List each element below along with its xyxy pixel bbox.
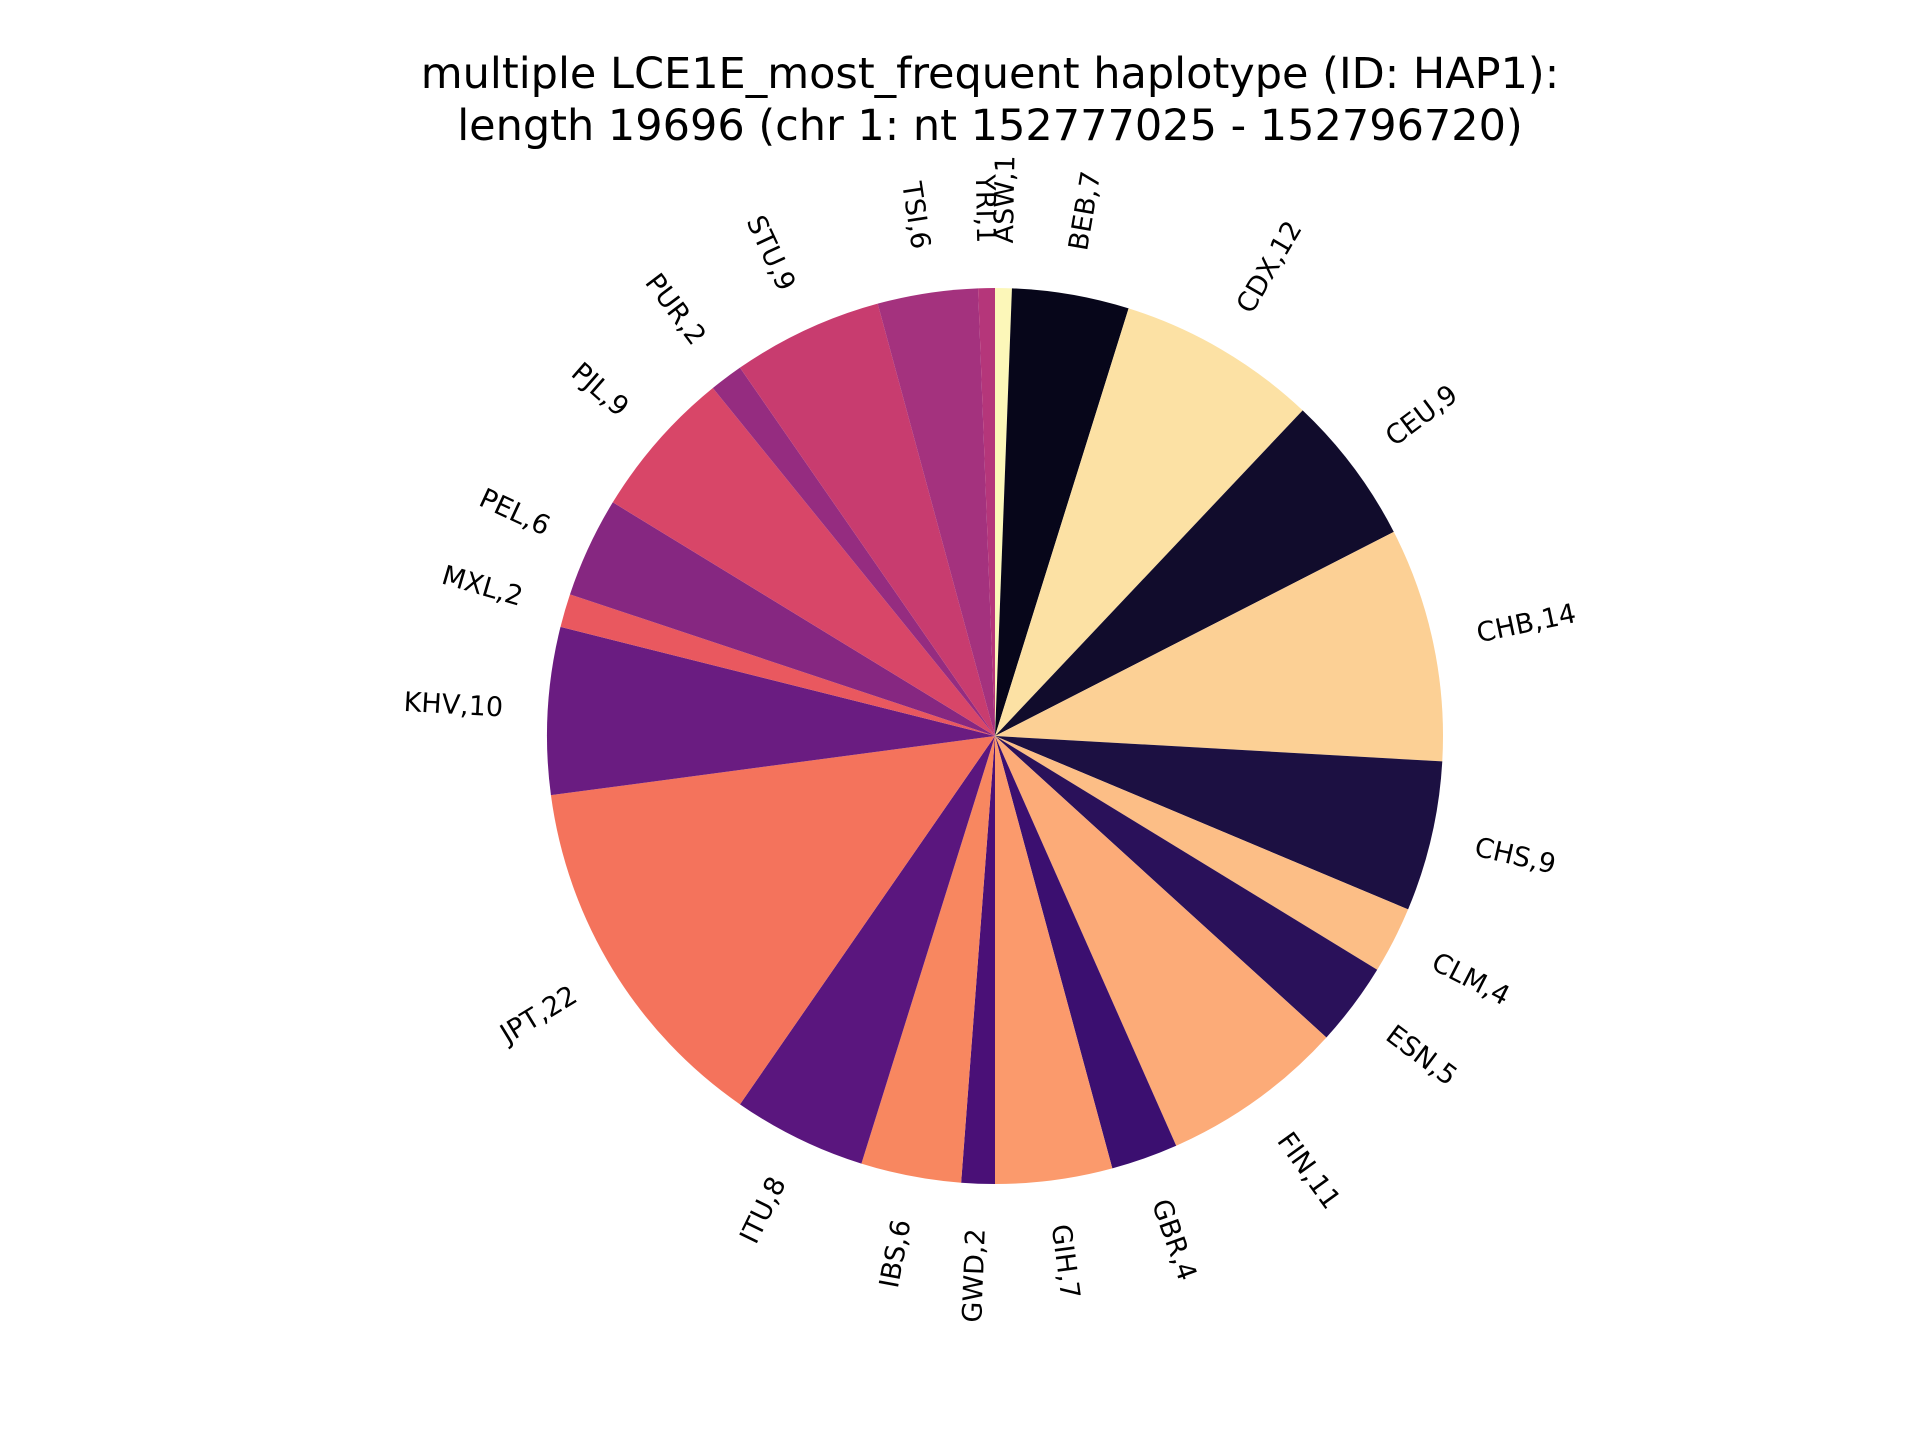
slice-label-beb: BEB,7 xyxy=(1063,169,1107,253)
pie-slice-asw xyxy=(995,288,1012,736)
slice-label-tsi: TSI,6 xyxy=(895,179,936,251)
pie-slice-gih xyxy=(995,736,1113,1184)
pie-slice-mxl xyxy=(560,594,995,736)
slice-label-mxl: MXL,2 xyxy=(438,560,526,613)
chart-title-line1: multiple LCE1E_most_frequent haplotype (… xyxy=(420,49,1560,99)
slice-label-khv: KHV,10 xyxy=(403,687,504,724)
pie-slice-beb xyxy=(995,288,1129,736)
slice-label-asw: ASW,1 xyxy=(989,155,1022,244)
pie-slice-cdx xyxy=(995,308,1303,736)
pie-slice-pjl xyxy=(612,388,995,736)
slice-label-gbr: GBR,4 xyxy=(1145,1195,1202,1285)
pie-slices xyxy=(547,288,1444,1184)
pie-slice-chb xyxy=(995,531,1444,762)
slice-label-clm: CLM,4 xyxy=(1427,947,1515,1012)
slice-label-chs: CHS,9 xyxy=(1472,832,1559,881)
pie-slice-gwd xyxy=(961,736,995,1184)
pie-slice-fin xyxy=(995,736,1327,1146)
slice-label-chb: CHB,14 xyxy=(1474,598,1579,649)
pie-slice-ibs xyxy=(861,736,995,1183)
slice-label-ceu: CEU,9 xyxy=(1380,379,1464,453)
slice-label-pjl: PJL,9 xyxy=(565,357,634,423)
pie-slice-yri xyxy=(978,288,995,736)
pie-slice-jpt xyxy=(550,736,995,1105)
slice-label-itu: ITU,8 xyxy=(734,1172,793,1248)
pie-slice-clm xyxy=(995,736,1409,970)
slice-label-yri: YRI,1 xyxy=(969,173,1001,244)
slice-label-jpt: JPT,22 xyxy=(493,980,582,1051)
slice-label-stu: STU,9 xyxy=(740,211,801,296)
pie-slice-tsi xyxy=(877,288,995,736)
slice-label-gih: GIH,7 xyxy=(1045,1222,1086,1300)
pie-slice-esn xyxy=(995,736,1378,1038)
pie-slice-stu xyxy=(739,303,995,736)
slice-label-cdx: CDX,12 xyxy=(1231,216,1309,319)
slice-label-fin: FIN,11 xyxy=(1271,1127,1347,1215)
chart-title: multiple LCE1E_most_frequent haplotype (… xyxy=(0,48,1920,152)
pie-slice-itu xyxy=(739,736,995,1164)
pie-slice-pel xyxy=(569,502,995,736)
slice-label-ibs: IBS,6 xyxy=(874,1217,917,1291)
pie-slice-chs xyxy=(995,736,1443,910)
slice-label-gwd: GWD,2 xyxy=(957,1228,992,1323)
slice-label-pel: PEL,6 xyxy=(474,483,554,542)
pie-slice-ceu xyxy=(995,410,1394,736)
pie-slice-gbr xyxy=(995,736,1177,1169)
pie-slice-pur xyxy=(712,367,995,736)
slice-label-esn: ESN,5 xyxy=(1380,1019,1463,1092)
pie-slice-khv xyxy=(547,626,995,796)
chart-title-line2: length 19696 (chr 1: nt 152777025 - 1527… xyxy=(457,101,1523,151)
slice-label-pur: PUR,2 xyxy=(639,268,712,351)
